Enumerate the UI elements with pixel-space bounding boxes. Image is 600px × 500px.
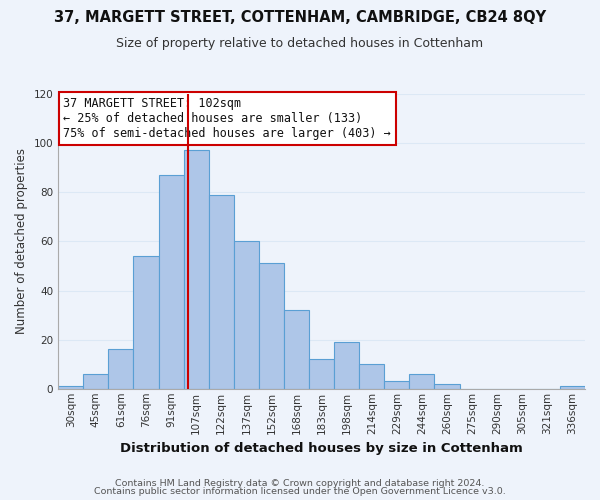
Bar [284, 310, 309, 389]
Bar [560, 386, 585, 389]
Bar [359, 364, 385, 389]
Bar [259, 264, 284, 389]
Bar [158, 175, 184, 389]
Bar [109, 350, 133, 389]
Bar [309, 360, 334, 389]
Bar [83, 374, 109, 389]
Bar [409, 374, 434, 389]
Y-axis label: Number of detached properties: Number of detached properties [15, 148, 28, 334]
Bar [234, 242, 259, 389]
Bar [334, 342, 359, 389]
Bar [434, 384, 460, 389]
Bar [209, 194, 234, 389]
Bar [385, 382, 409, 389]
Text: Size of property relative to detached houses in Cottenham: Size of property relative to detached ho… [116, 38, 484, 51]
Text: 37, MARGETT STREET, COTTENHAM, CAMBRIDGE, CB24 8QY: 37, MARGETT STREET, COTTENHAM, CAMBRIDGE… [54, 10, 546, 25]
Bar [58, 386, 83, 389]
X-axis label: Distribution of detached houses by size in Cottenham: Distribution of detached houses by size … [120, 442, 523, 455]
Text: 37 MARGETT STREET: 102sqm
← 25% of detached houses are smaller (133)
75% of semi: 37 MARGETT STREET: 102sqm ← 25% of detac… [64, 97, 391, 140]
Text: Contains HM Land Registry data © Crown copyright and database right 2024.: Contains HM Land Registry data © Crown c… [115, 478, 485, 488]
Text: Contains public sector information licensed under the Open Government Licence v3: Contains public sector information licen… [94, 487, 506, 496]
Bar [133, 256, 158, 389]
Bar [184, 150, 209, 389]
